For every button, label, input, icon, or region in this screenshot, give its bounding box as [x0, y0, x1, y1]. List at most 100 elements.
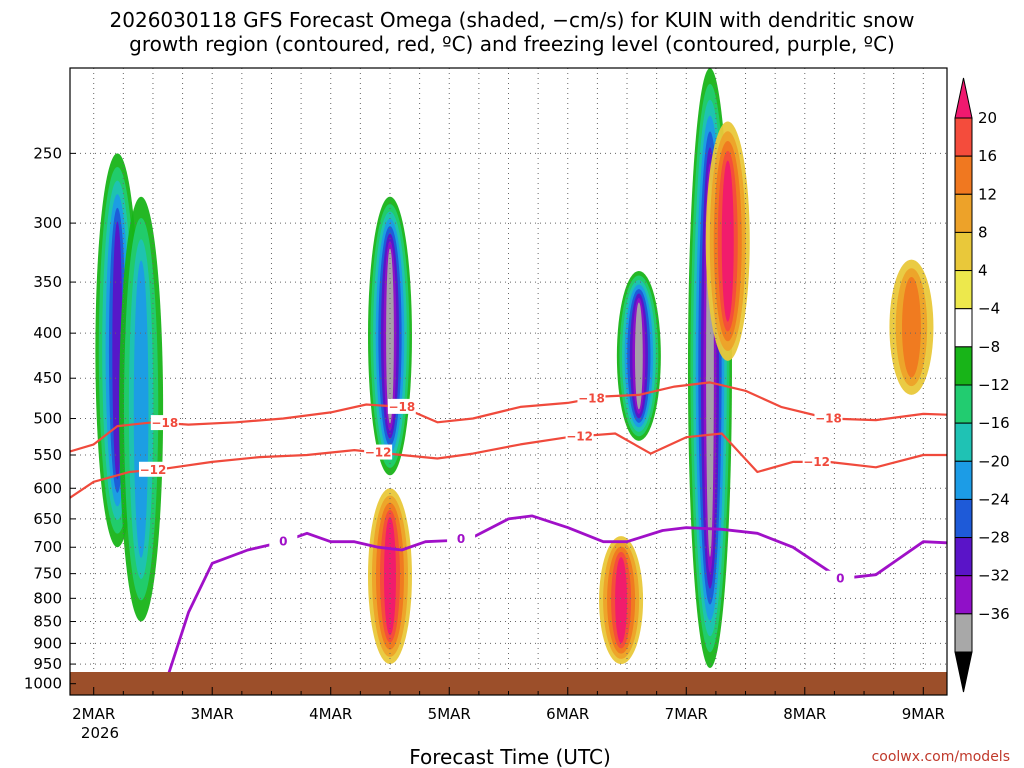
contour-label: −12	[365, 446, 392, 460]
colorbar-box	[954, 346, 973, 386]
y-tick-label: 400	[33, 324, 62, 342]
colorbar-box	[954, 193, 973, 233]
omega-feature-7	[705, 121, 750, 361]
x-tick-label: 2MAR	[72, 705, 115, 723]
colorbar-label: −32	[978, 567, 1010, 585]
contour-line--18	[70, 381, 947, 453]
omega-contour-fill	[902, 276, 921, 378]
colorbar-box	[954, 613, 973, 653]
colorbar-label: 4	[978, 262, 988, 280]
x-axis-label: Forecast Time (UTC)	[409, 745, 611, 768]
colorbar-label: −8	[978, 338, 1000, 356]
contour-label: −18	[578, 392, 605, 406]
contour-label: −18	[388, 400, 415, 414]
contour-label-bg	[565, 428, 594, 444]
plot-area: −18 −18 −18 −18 −12 −12 −12 −12 0 0 0	[69, 67, 948, 696]
colorbar-label: 8	[978, 223, 988, 241]
contour-label-bg	[150, 415, 179, 431]
chart-title-line2: growth region (contoured, red, ºC) and f…	[129, 32, 895, 56]
x-axis: 2MAR 3MAR 4MAR 5MAR 6MAR 7MAR 8MAR 9MAR	[72, 687, 945, 723]
y-tick-label: 600	[33, 479, 62, 497]
y-tick-label: 550	[33, 446, 62, 464]
y-tick-label: 300	[33, 214, 62, 232]
x-tick-label: 7MAR	[665, 705, 708, 723]
omega-feature-5	[599, 536, 644, 665]
y-tick-label: 950	[33, 655, 62, 673]
omega-feature-3	[367, 488, 412, 665]
omega-contour-fill	[634, 302, 643, 410]
contour-label-bg	[447, 530, 476, 546]
x-tick-label: 6MAR	[546, 705, 589, 723]
y-axis: 250 300 350 400 450 500 550 600 650 700 750 800 850 9…	[24, 144, 76, 693]
colorbar-label: 20	[978, 109, 997, 127]
omega-shading	[95, 68, 934, 669]
colorbar-bottom-arrow	[954, 651, 973, 693]
colorbar-box	[954, 384, 973, 424]
y-tick-label: 750	[33, 565, 62, 583]
colorbar-box	[954, 117, 973, 157]
x-tick-label: 9MAR	[902, 705, 945, 723]
colorbar-label: −24	[978, 490, 1010, 508]
omega-contour-fill	[133, 260, 149, 558]
colorbar-box	[954, 155, 973, 195]
omega-feature-4	[616, 270, 661, 441]
omega-feature-1	[119, 196, 164, 622]
x-axis-year: 2026	[81, 724, 119, 742]
x-tick-label: 5MAR	[428, 705, 471, 723]
colorbar-box	[954, 575, 973, 615]
colorbar: 20 16 12 8 4 −4 −8 −12 −16 −20 −24 −28 −32 −36	[954, 77, 1010, 693]
contour-label-bg	[269, 533, 298, 549]
colorbar-box	[954, 270, 973, 310]
x-tick-label: 8MAR	[783, 705, 826, 723]
omega-contour-fill	[386, 248, 394, 424]
y-tick-label: 1000	[24, 675, 62, 693]
omega-contour-fill	[383, 517, 396, 636]
plot-background	[70, 68, 947, 695]
omega-contour-fill	[721, 160, 734, 322]
contour-label: 0	[836, 572, 844, 586]
contour-label: −18	[815, 412, 842, 426]
y-tick-label: 500	[33, 410, 62, 428]
y-tick-label: 800	[33, 589, 62, 607]
omega-feature-8	[889, 259, 934, 395]
y-tick-label: 700	[33, 538, 62, 556]
colorbar-label: −20	[978, 452, 1010, 470]
contour-label: −12	[140, 463, 167, 477]
colorbar-box	[954, 537, 973, 577]
y-tick-label: 350	[33, 273, 62, 291]
contour-label-bg	[138, 461, 167, 477]
y-tick-label: 650	[33, 510, 62, 528]
contour-label: 0	[279, 535, 287, 549]
colorbar-top-arrow	[954, 77, 973, 119]
contour-lines: −18 −18 −18 −18 −12 −12 −12 −12 0 0 0	[70, 381, 947, 689]
colorbar-box	[954, 460, 973, 500]
colorbar-label: −12	[978, 376, 1010, 394]
x-tick-label: 3MAR	[191, 705, 234, 723]
x-tick-label: 4MAR	[309, 705, 352, 723]
contour-label: −12	[803, 455, 830, 469]
contour-label: −18	[151, 416, 178, 430]
colorbar-label: 16	[978, 147, 997, 165]
credit-text: coolwx.com/models	[872, 749, 1010, 765]
colorbar-label: −16	[978, 414, 1010, 432]
colorbar-label: −28	[978, 529, 1010, 547]
contour-label-bg	[826, 570, 855, 586]
contour-label-bg	[364, 444, 393, 460]
colorbar-box	[954, 498, 973, 539]
colorbar-label: 12	[978, 185, 997, 203]
y-tick-label: 900	[33, 634, 62, 652]
contour-label-bg	[387, 398, 416, 414]
y-tick-label: 250	[33, 144, 62, 162]
y-tick-label: 450	[33, 369, 62, 387]
contour-line-0	[70, 514, 947, 689]
colorbar-box	[954, 231, 973, 272]
contour-label: 0	[457, 532, 465, 546]
contour-label-bg	[814, 410, 843, 426]
colorbar-box	[954, 422, 973, 462]
contour-label-bg	[802, 453, 831, 469]
colorbar-label: −36	[978, 605, 1010, 623]
colorbar-label: −4	[978, 300, 1000, 318]
y-tick-label: 850	[33, 613, 62, 631]
contour-label-bg	[577, 390, 606, 406]
